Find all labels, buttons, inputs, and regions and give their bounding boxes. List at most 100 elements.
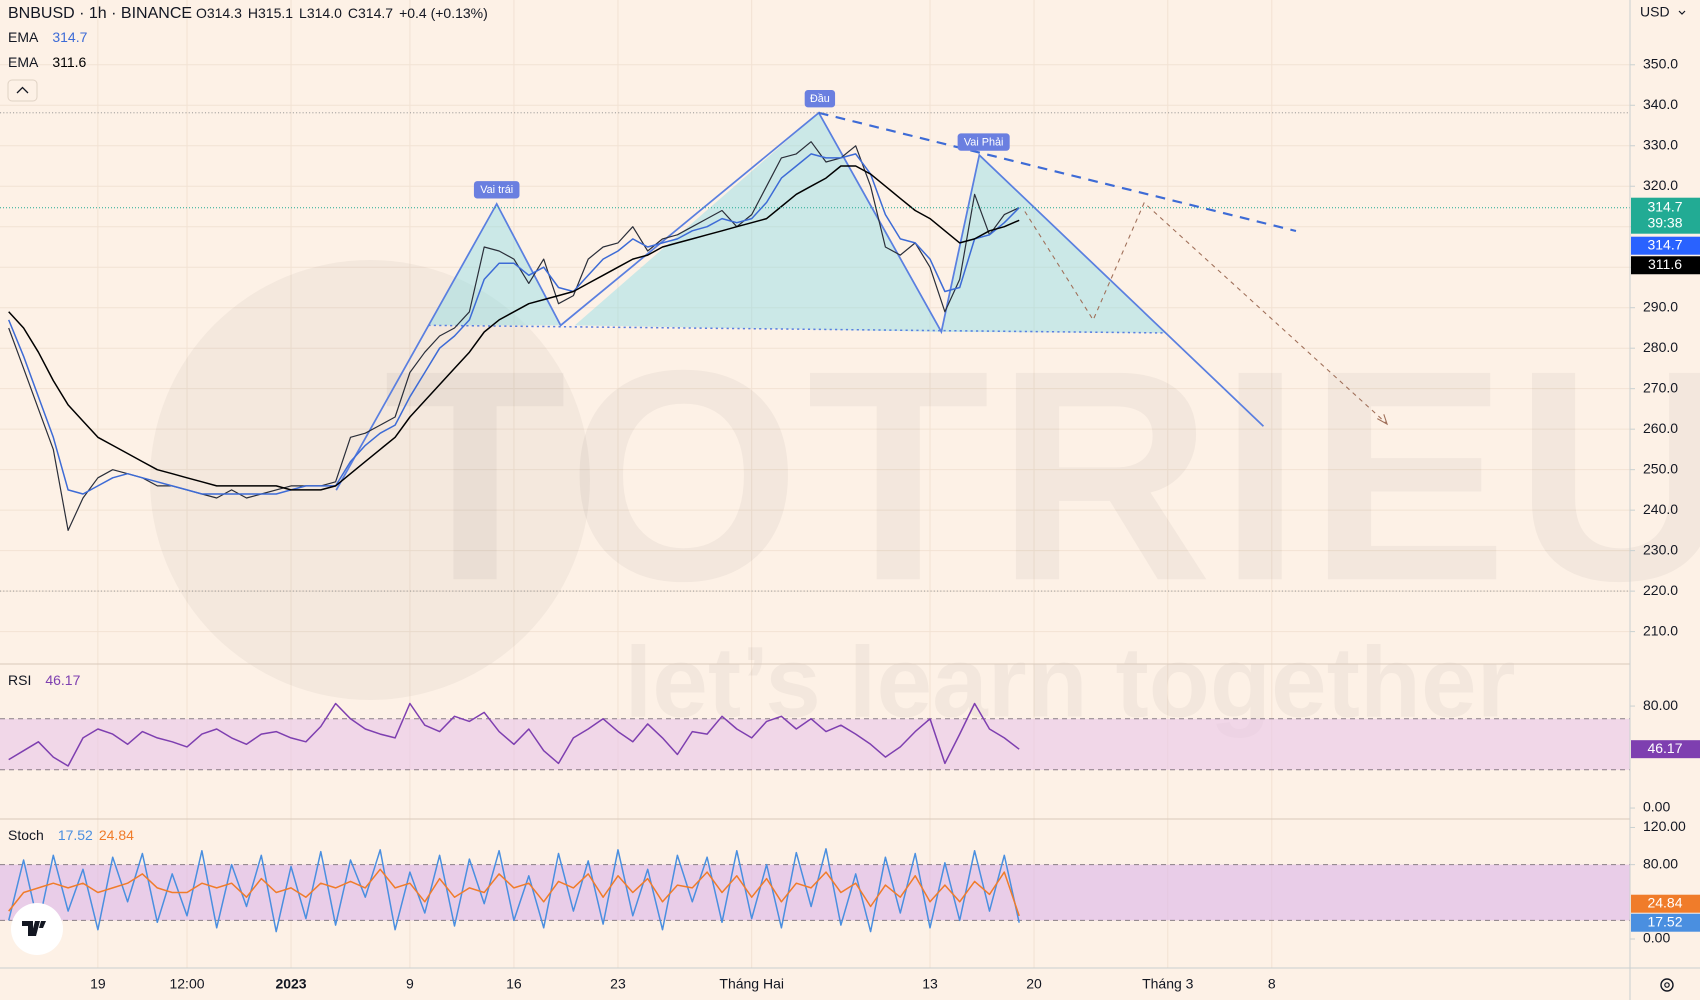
price-badge	[1631, 256, 1700, 275]
x-tick-label: Tháng 3	[1142, 976, 1194, 992]
tradingview-logo[interactable]	[11, 903, 63, 955]
pattern-label-text: Đầu	[810, 93, 830, 105]
legend-value: 311.6	[52, 54, 86, 70]
series-line	[8, 868, 1020, 917]
indicator-legend: RSI 46.17	[8, 672, 81, 688]
trend-line	[818, 111, 1297, 233]
x-tick-label: Tháng Hai	[719, 976, 784, 992]
indicator-badge	[1631, 894, 1700, 913]
x-tick-label: 13	[922, 976, 938, 992]
indicator-value: 24.84	[99, 827, 134, 843]
currency-selector[interactable]: USD	[1640, 4, 1686, 20]
pattern-label: Đầu	[804, 90, 836, 108]
price-badge-label: 314.7	[1647, 236, 1682, 252]
head-and-shoulders-drawing: Vai trái Đầu Vai Phải	[0, 90, 1631, 592]
y-tick-label: 290.0	[1643, 298, 1678, 314]
ohlc-value: 315.1	[258, 5, 293, 21]
x-tick-label: 20	[1026, 976, 1042, 992]
legend-name: EMA	[8, 54, 39, 70]
y-tick-label: 230.0	[1643, 541, 1678, 557]
pattern-fill	[941, 155, 1166, 333]
ohlc-label: H	[248, 5, 258, 21]
indicator-value: 17.52	[58, 827, 93, 843]
y-tick-label: 80.00	[1643, 855, 1678, 871]
collapse-button[interactable]	[7, 79, 38, 102]
pattern-label: Vai trái	[473, 181, 520, 199]
indicator-badge	[1631, 740, 1700, 759]
y-tick-label: 210.0	[1643, 622, 1678, 638]
ohlc-label: C	[348, 5, 358, 21]
series-group	[0, 702, 1630, 771]
y-tick-label: 80.00	[1643, 697, 1678, 713]
series-line	[8, 165, 1020, 491]
pattern-fill	[574, 112, 942, 332]
indicator-badge-label: 24.84	[1647, 894, 1682, 910]
last-price-badge	[1631, 197, 1700, 234]
x-tick-label: 19	[90, 976, 106, 992]
settings-button[interactable]	[1660, 978, 1674, 992]
countdown: 39:38	[1647, 214, 1682, 230]
y-tick-label: 0.00	[1643, 799, 1670, 815]
y-tick-label: 120.00	[1643, 818, 1686, 834]
y-tick-label: 240.0	[1643, 501, 1678, 517]
axes: 19 12:00 2023 9 16 23 Tháng Hai 13 20 Tháng 3 8 210…	[90, 55, 1700, 992]
series-line	[8, 702, 1020, 767]
ohlc-label: O	[196, 5, 207, 21]
grid	[0, 0, 1630, 968]
x-tick-label: 2023	[275, 976, 306, 992]
indicator-badge-label: 46.17	[1647, 740, 1682, 756]
y-tick-label: 250.0	[1643, 460, 1678, 476]
indicator-badge-label: 17.52	[1647, 913, 1682, 929]
series-line	[8, 153, 1020, 495]
ohlc-value: 314.3	[207, 5, 242, 21]
legend-name: EMA	[8, 29, 39, 45]
legend-value: 314.7	[52, 29, 87, 45]
price-badge	[1631, 236, 1700, 255]
series-group	[8, 141, 1020, 531]
y-tick-label: 330.0	[1643, 136, 1678, 152]
watermark-brand: TOTRIEU	[383, 307, 1700, 643]
x-tick-label: 16	[506, 976, 522, 992]
indicator-badge	[1631, 913, 1700, 932]
indicator-name: Stoch	[8, 827, 44, 843]
currency[interactable]: USD	[1640, 4, 1670, 20]
x-tick-label: 8	[1268, 976, 1276, 992]
y-tick-label: 340.0	[1643, 96, 1678, 112]
x-tick-label: 23	[610, 976, 626, 992]
pattern-label: Vai Phải	[957, 133, 1010, 151]
legend-item: EMA 314.7	[8, 29, 88, 45]
legend-item: EMA 311.6	[8, 54, 87, 70]
plots	[0, 141, 1630, 933]
pattern-fill	[428, 203, 561, 326]
y-tick-label: 350.0	[1643, 55, 1678, 71]
ohlc-value: 314.7	[358, 5, 393, 21]
indicator-value: 46.17	[45, 672, 80, 688]
watermark: TOTRIEU let’s learn together	[383, 307, 1700, 738]
y-tick-label: 270.0	[1643, 379, 1678, 395]
price-change: +0.4 (+0.13%)	[399, 5, 488, 21]
y-tick-label: 0.00	[1643, 930, 1670, 946]
x-tick-label: 9	[406, 976, 414, 992]
y-tick-label: 320.0	[1643, 177, 1678, 193]
legend: BNBUSD · 1h · BINANCE O314.3 H315.1 L314.0…	[7, 5, 488, 843]
y-tick-label: 220.0	[1643, 582, 1678, 598]
ohlc-value: 314.0	[307, 5, 342, 21]
pattern-label-text: Vai Phải	[964, 136, 1004, 148]
ohlc-label: L	[299, 5, 307, 21]
y-tick-label: 260.0	[1643, 420, 1678, 436]
x-tick-label: 12:00	[169, 976, 204, 992]
indicator-name: RSI	[8, 672, 31, 688]
y-tick-label: 280.0	[1643, 339, 1678, 355]
pattern-label-text: Vai trái	[480, 184, 513, 196]
series-group	[0, 848, 1630, 933]
last-price-label: 314.7	[1647, 198, 1682, 214]
price-badge-label: 311.6	[1648, 256, 1682, 272]
band-fill	[0, 718, 1630, 770]
series-line	[7, 848, 1020, 933]
symbol: BNBUSD · 1h · BINANCE	[8, 5, 192, 22]
symbol-header: BNBUSD · 1h · BINANCE O314.3 H315.1 L314.0…	[8, 5, 488, 23]
neckline	[428, 324, 1166, 334]
